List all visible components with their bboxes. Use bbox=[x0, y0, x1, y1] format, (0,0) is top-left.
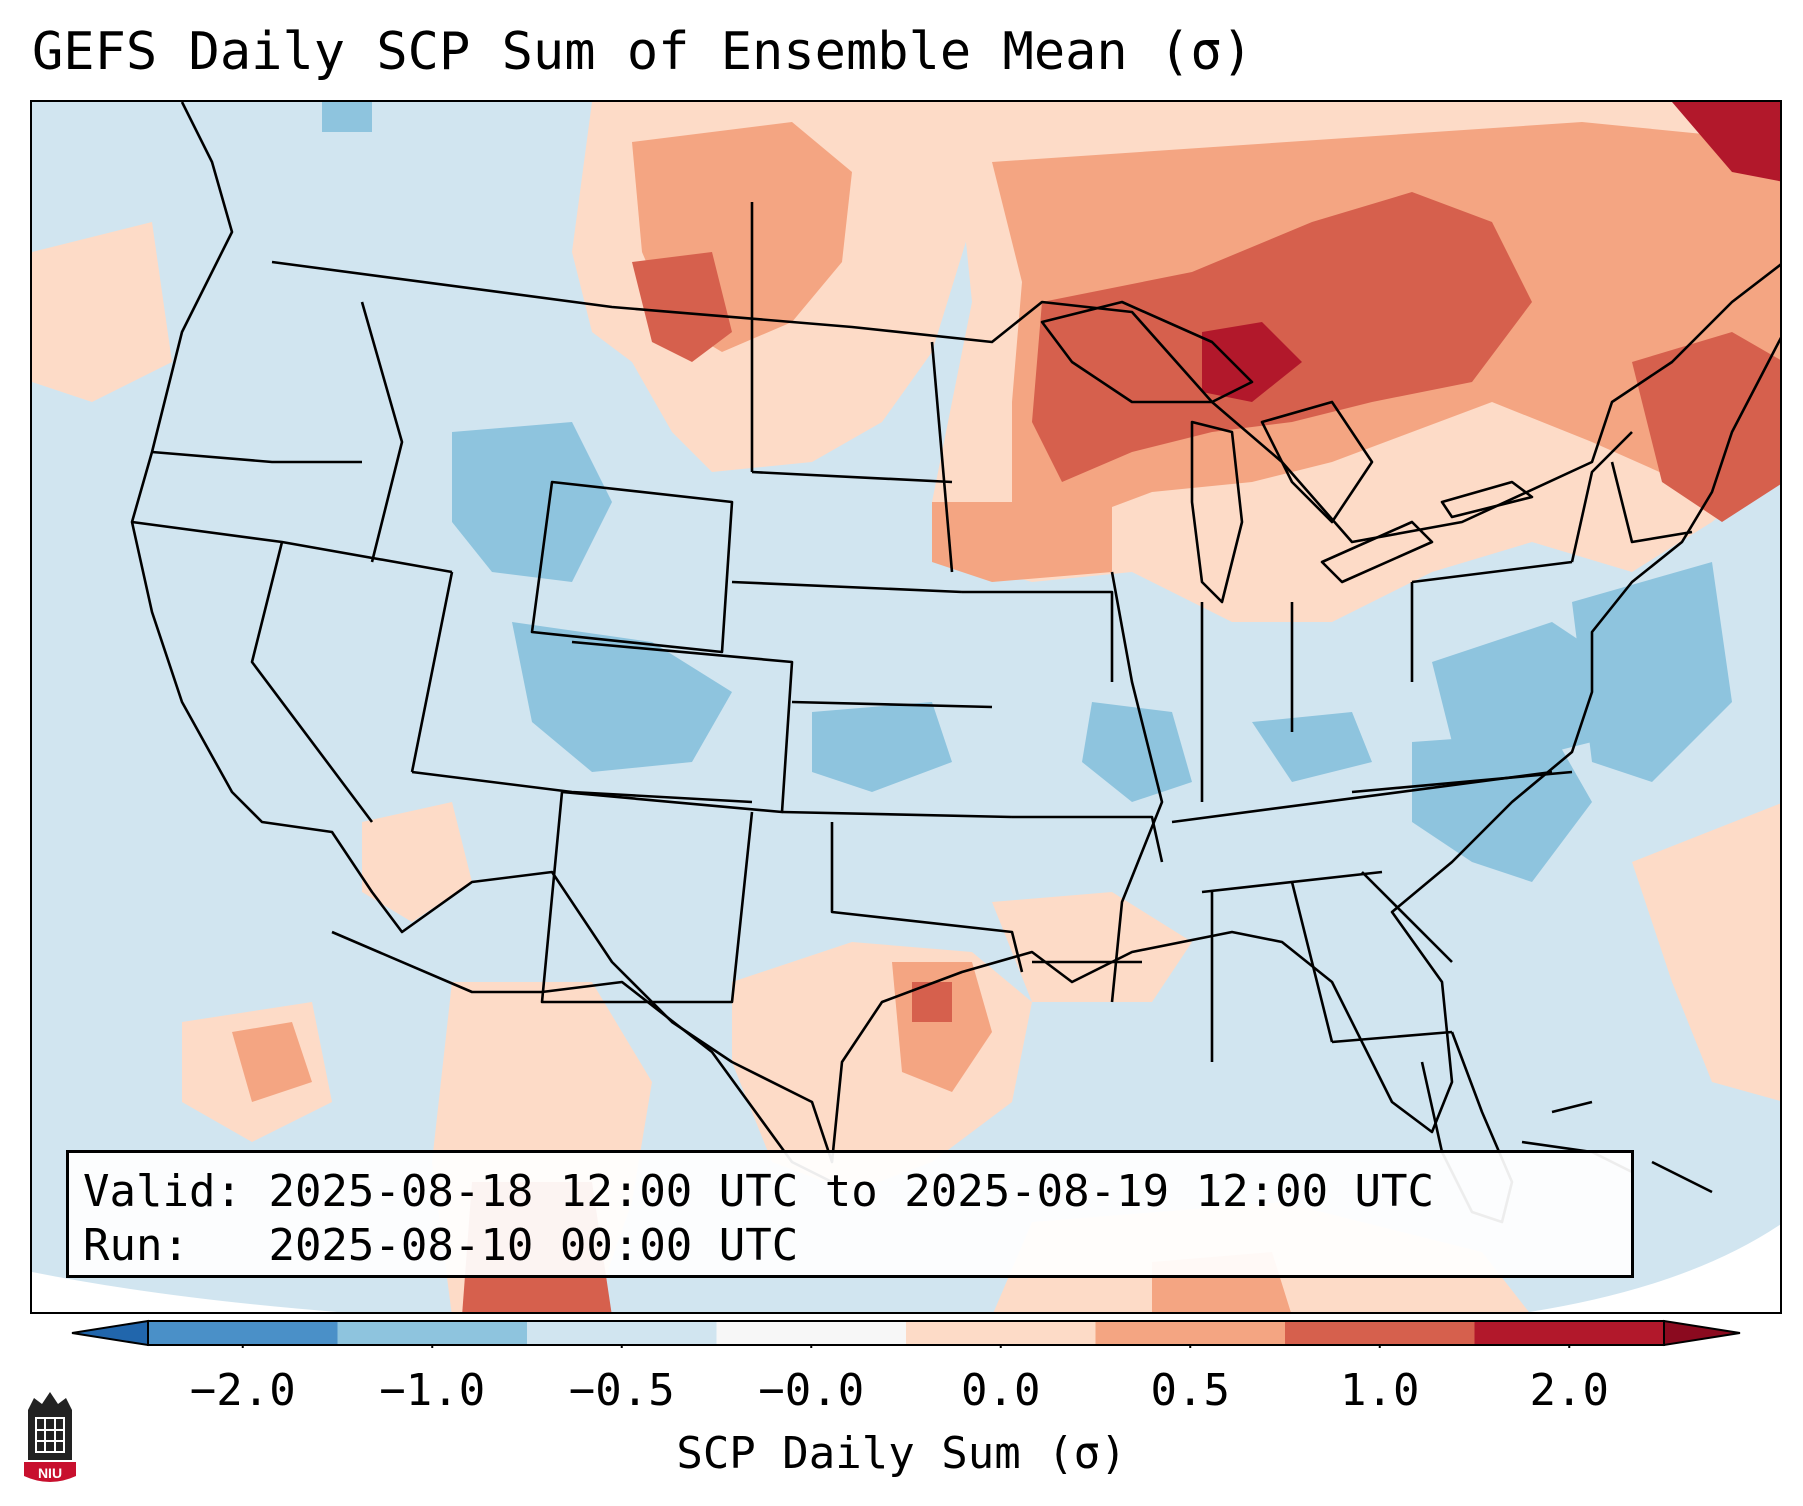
state-line-nd-sd bbox=[751, 470, 953, 484]
state-line-nm bbox=[540, 791, 754, 1004]
logo-window-grid bbox=[35, 1417, 65, 1453]
anomaly-atlantic-low bbox=[1572, 562, 1732, 782]
state-line-wa-or bbox=[151, 450, 362, 464]
anomaly-pacific bbox=[32, 222, 172, 402]
anomaly-quebec-max bbox=[1672, 102, 1780, 182]
lake-michigan bbox=[1190, 420, 1244, 604]
negative-anomaly-areas bbox=[322, 102, 1732, 882]
state-line-mn bbox=[930, 341, 954, 573]
state-line-mississippi bbox=[1110, 571, 1164, 1003]
state-line-nv-ut bbox=[410, 571, 454, 773]
state-line-sd-ne bbox=[731, 580, 963, 594]
anomaly-missouri-low bbox=[1082, 702, 1192, 802]
lake-erie bbox=[1320, 520, 1434, 584]
state-line-idaho bbox=[360, 301, 404, 563]
valid-label: Valid: bbox=[83, 1166, 242, 1217]
colorbar-segment bbox=[148, 1321, 338, 1345]
colorbar-segment bbox=[337, 1321, 528, 1345]
colorbar-tick-label: −0.0 bbox=[758, 1365, 865, 1416]
colorbar-tick-label: −0.5 bbox=[568, 1365, 675, 1416]
state-line-new-england bbox=[1610, 461, 1693, 544]
conus-outline bbox=[130, 102, 1780, 1164]
anomaly-baja-mid bbox=[232, 1022, 312, 1102]
anomaly-arizona bbox=[362, 802, 472, 922]
colorbar-segment bbox=[1474, 1321, 1665, 1345]
colorbar-border bbox=[147, 1320, 1665, 1346]
anomaly-iowa bbox=[932, 502, 1112, 582]
anomaly-texas-max bbox=[912, 982, 952, 1022]
anomaly-oregon-low bbox=[322, 102, 372, 132]
anomaly-great-lakes-strong bbox=[1032, 192, 1532, 482]
anomaly-wyoming-low bbox=[452, 422, 612, 582]
colorbar-label: SCP Daily Sum (σ) bbox=[676, 1428, 1127, 1479]
state-line-ga-sc bbox=[1361, 871, 1453, 963]
anomaly-colorado-low bbox=[512, 622, 732, 772]
colorbar-tick-label: −2.0 bbox=[189, 1365, 296, 1416]
colorbar-extend-low bbox=[71, 1319, 149, 1347]
run-value: 2025-08-10 00:00 UTC bbox=[268, 1220, 799, 1271]
logo-window-bars bbox=[36, 1418, 64, 1452]
boundaries bbox=[130, 102, 1780, 1224]
colorbar-segment bbox=[1285, 1321, 1475, 1345]
colorbar-tick-label: 0.5 bbox=[1150, 1365, 1230, 1416]
anomaly-kansas-low bbox=[812, 702, 952, 792]
colorbar-tick-label: −1.0 bbox=[379, 1365, 486, 1416]
state-line-al-ga bbox=[1290, 881, 1334, 1043]
anomaly-gulf-states bbox=[992, 892, 1192, 1002]
map-panel bbox=[30, 100, 1782, 1314]
state-line-ga-fl bbox=[1331, 1030, 1453, 1044]
colorbar-extend-high bbox=[1663, 1319, 1741, 1347]
colorbar-tick-label: 0.0 bbox=[961, 1365, 1041, 1416]
chart-title: GEFS Daily SCP Sum of Ensemble Mean (σ) bbox=[32, 22, 1253, 82]
anomaly-carolina-low bbox=[1412, 732, 1592, 882]
logo-shield bbox=[24, 1462, 76, 1482]
valid-line: Valid: 2025-08-18 12:00 UTC to 2025-08-1… bbox=[83, 1165, 1617, 1219]
anomaly-great-lakes-max bbox=[1202, 322, 1302, 402]
niu-logo: NIU bbox=[24, 1392, 76, 1482]
logo-tower bbox=[28, 1392, 72, 1460]
map-canvas bbox=[32, 102, 1780, 1312]
colorbar-tick-label: 2.0 bbox=[1529, 1365, 1609, 1416]
state-line-ks-ok bbox=[781, 810, 1013, 819]
colorbar-segment bbox=[1095, 1321, 1286, 1345]
valid-value: 2025-08-18 12:00 UTC to 2025-08-19 12:00… bbox=[268, 1166, 1435, 1217]
anomaly-kentucky-low bbox=[1252, 712, 1372, 782]
anomaly-virginia-low bbox=[1432, 622, 1612, 762]
lake-ontario bbox=[1440, 480, 1534, 519]
state-line-ca-nv bbox=[250, 541, 374, 823]
run-label: Run: bbox=[83, 1220, 189, 1271]
logo-text: NIU bbox=[38, 1465, 62, 1481]
state-line-pa-ny bbox=[1411, 560, 1573, 584]
state-line-mo-ar bbox=[1012, 815, 1164, 863]
colorbar-segment bbox=[906, 1321, 1096, 1345]
state-line-wy bbox=[530, 480, 734, 654]
run-line: Run: 2025-08-10 00:00 UTC bbox=[83, 1219, 1617, 1273]
anomaly-atlantic bbox=[1632, 803, 1780, 1101]
projection-edge-right bbox=[1529, 1224, 1780, 1312]
projection-edge-left bbox=[32, 1272, 338, 1312]
colorbar-segment bbox=[527, 1321, 717, 1345]
colorbar-segments bbox=[71, 1319, 1741, 1348]
colorbar-segment bbox=[716, 1321, 907, 1345]
anomaly-montana-red bbox=[632, 252, 732, 362]
state-line-ia-mo bbox=[962, 590, 1114, 682]
state-line-nc-va bbox=[1351, 770, 1573, 794]
lake-superior bbox=[1040, 300, 1254, 404]
validity-info-box: Valid: 2025-08-18 12:00 UTC to 2025-08-1… bbox=[66, 1150, 1634, 1278]
colorbar-tick-label: 1.0 bbox=[1340, 1365, 1420, 1416]
lake-huron bbox=[1260, 400, 1374, 524]
anomaly-new-england-strong bbox=[1632, 332, 1780, 522]
state-line-ok-tx bbox=[830, 822, 1024, 973]
state-line-ny bbox=[1570, 431, 1633, 563]
state-line-co bbox=[561, 640, 794, 814]
colorbar bbox=[71, 1319, 1741, 1348]
state-line-ne-ks bbox=[791, 700, 993, 709]
